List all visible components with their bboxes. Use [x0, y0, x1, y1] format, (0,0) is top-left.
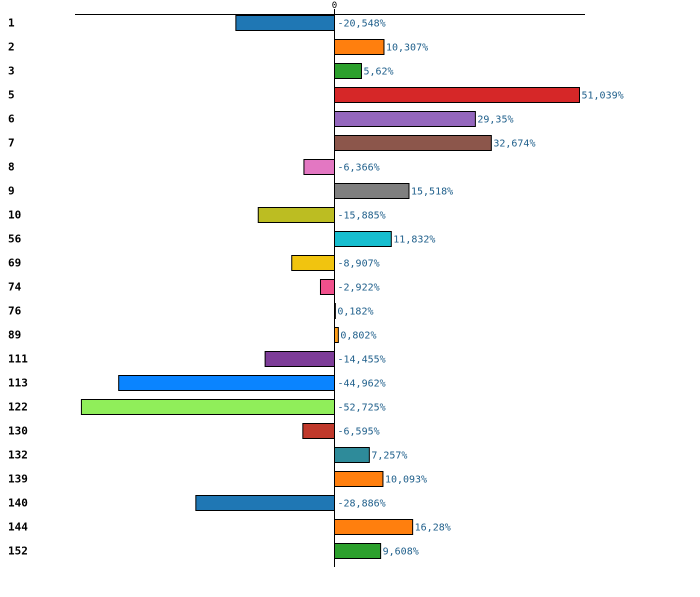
bar: [235, 15, 335, 31]
bar: [303, 159, 336, 175]
category-label: 6: [8, 113, 15, 126]
category-label: 69: [8, 257, 21, 270]
category-label: 122: [8, 401, 28, 414]
value-label: -15,885%: [338, 211, 386, 222]
category-label: 113: [8, 377, 28, 390]
bar: [334, 231, 392, 247]
category-label: 3: [8, 65, 15, 78]
category-label: 139: [8, 473, 28, 486]
bar: [291, 255, 335, 271]
category-label: 7: [8, 137, 15, 150]
category-label: 76: [8, 305, 22, 318]
category-label: 132: [8, 449, 28, 462]
value-label: -28,886%: [338, 499, 386, 510]
bar: [334, 183, 410, 199]
bar: [302, 423, 335, 439]
bar: [195, 495, 335, 511]
bar: [334, 39, 385, 55]
category-label: 111: [8, 353, 28, 366]
bar: [334, 447, 370, 463]
value-label: -6,366%: [338, 163, 380, 174]
category-label: 10: [8, 209, 21, 222]
bar: [257, 207, 336, 223]
value-label: 32,674%: [493, 139, 535, 150]
bar: [264, 351, 335, 367]
value-label: -52,725%: [338, 403, 386, 414]
bar: [334, 519, 414, 535]
value-label: 0,182%: [337, 307, 373, 318]
category-label: 9: [8, 185, 15, 198]
value-label: 15,518%: [411, 187, 453, 198]
category-label: 144: [8, 521, 28, 534]
value-label: 0,802%: [340, 331, 376, 342]
bar: [334, 327, 339, 343]
bar: [80, 399, 335, 415]
value-label: 11,832%: [393, 235, 435, 246]
bar: [334, 543, 382, 559]
value-label: -44,962%: [338, 379, 386, 390]
category-label: 140: [8, 497, 28, 510]
category-label: 74: [8, 281, 22, 294]
value-label: 9,608%: [383, 547, 419, 558]
value-label: -8,907%: [338, 259, 380, 270]
category-label: 152: [8, 545, 28, 558]
category-label: 130: [8, 425, 28, 438]
bar: [334, 63, 362, 79]
value-label: 16,28%: [415, 523, 451, 534]
value-label: 10,093%: [385, 475, 427, 486]
bar: [334, 111, 476, 127]
value-label: -6,595%: [338, 427, 380, 438]
bar: [334, 87, 580, 103]
value-label: 7,257%: [371, 451, 407, 462]
value-label: -14,455%: [338, 355, 386, 366]
category-label: 1: [8, 17, 15, 30]
category-label: 5: [8, 89, 15, 102]
value-label: 29,35%: [477, 115, 513, 126]
bar: [334, 303, 336, 319]
category-label: 56: [8, 233, 22, 246]
value-label: 10,307%: [386, 43, 428, 54]
value-label: 5,62%: [363, 67, 393, 78]
value-label: 51,039%: [581, 91, 623, 102]
bar: [334, 471, 384, 487]
bar: [319, 279, 335, 295]
zero-tick-label: 0: [332, 1, 337, 11]
bar: [118, 375, 335, 391]
category-label: 8: [8, 161, 15, 174]
category-label: 2: [8, 41, 15, 54]
category-label: 89: [8, 329, 21, 342]
bar: [334, 135, 492, 151]
value-label: -20,548%: [338, 19, 386, 30]
value-label: -2,922%: [338, 283, 380, 294]
